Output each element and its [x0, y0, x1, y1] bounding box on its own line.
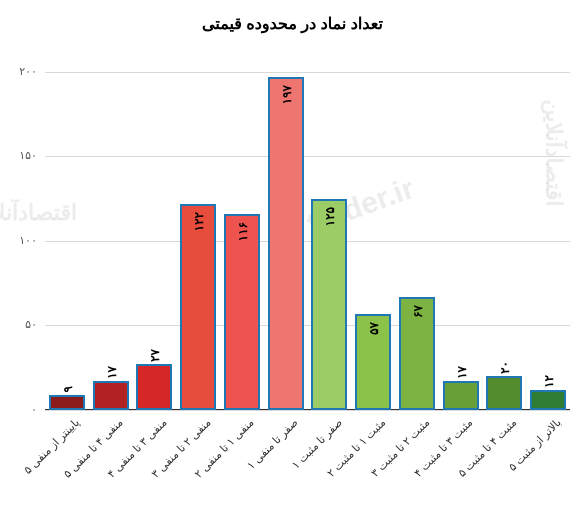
bar: ۱۱۶ [224, 214, 260, 410]
bar: ۱۲۵ [311, 199, 347, 410]
bar-value-label: ۲۰ [498, 361, 512, 374]
bar: ۹ [49, 395, 85, 410]
chart-container: تعداد نماد در محدوده قیمتی اقتصادآنلاینا… [0, 0, 585, 532]
gridline [45, 241, 570, 242]
bar-value-label: ۱۹۷ [280, 85, 294, 104]
bar-value-label: ۶۷ [411, 305, 425, 318]
bar-value-label: ۱۲۵ [323, 207, 337, 226]
gridline [45, 325, 570, 326]
bar-value-label: ۱۱۶ [236, 222, 250, 241]
bar-value-label: ۲۷ [148, 349, 162, 362]
bar: ۱۷ [93, 381, 129, 410]
gridline [45, 410, 570, 411]
bar: ۱۹۷ [268, 77, 304, 410]
y-tick-label: ۱۰۰ [0, 234, 37, 247]
chart-title: تعداد نماد در محدوده قیمتی [0, 14, 585, 34]
y-tick-label: ۲۰۰ [0, 65, 37, 78]
bar-value-label: ۱۷ [455, 366, 469, 379]
bar: ۲۰ [486, 376, 522, 410]
bar: ۵۷ [355, 314, 391, 410]
bar: ۱۲۲ [180, 204, 216, 410]
bar: ۶۷ [399, 297, 435, 410]
bar-value-label: ۵۷ [367, 322, 381, 335]
y-tick-label: ۰ [0, 403, 37, 416]
gridline [45, 156, 570, 157]
bar-value-label: ۱۷ [105, 366, 119, 379]
gridline [45, 72, 570, 73]
bar-value-label: ۹ [61, 386, 75, 392]
bar: ۲۷ [136, 364, 172, 410]
bar: ۱۲ [530, 390, 566, 410]
bar: ۱۷ [443, 381, 479, 410]
bar-value-label: ۱۲ [542, 375, 556, 388]
plot-area: ۹۱۷۲۷۱۲۲۱۱۶۱۹۷۱۲۵۵۷۶۷۱۷۲۰۱۲ پایینتر از م… [45, 55, 570, 410]
y-tick-label: ۱۵۰ [0, 149, 37, 162]
y-tick-label: ۵۰ [0, 318, 37, 331]
bar-value-label: ۱۲۲ [192, 212, 206, 231]
